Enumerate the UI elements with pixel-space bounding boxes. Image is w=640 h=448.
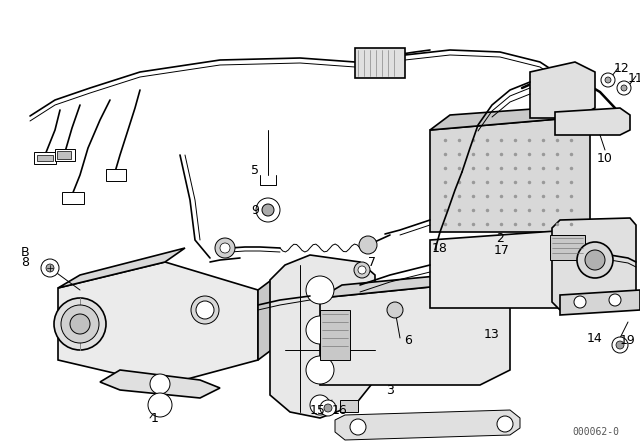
- Circle shape: [612, 337, 628, 353]
- Text: 8: 8: [21, 255, 29, 268]
- Circle shape: [306, 356, 334, 384]
- Polygon shape: [58, 262, 258, 385]
- Circle shape: [617, 81, 631, 95]
- Circle shape: [324, 404, 332, 412]
- Circle shape: [46, 264, 54, 272]
- Text: 12: 12: [614, 61, 630, 74]
- Ellipse shape: [70, 314, 90, 334]
- Circle shape: [220, 243, 230, 253]
- Bar: [106, 169, 126, 181]
- Circle shape: [609, 294, 621, 306]
- Bar: [62, 192, 84, 204]
- Circle shape: [256, 198, 280, 222]
- Circle shape: [358, 266, 366, 274]
- Circle shape: [306, 316, 334, 344]
- Text: 13: 13: [484, 328, 500, 341]
- Text: 5: 5: [251, 164, 259, 177]
- Polygon shape: [552, 218, 636, 310]
- Text: 10: 10: [597, 151, 613, 164]
- Text: 19: 19: [620, 333, 636, 346]
- Ellipse shape: [191, 296, 219, 324]
- Circle shape: [150, 374, 170, 394]
- Text: 1: 1: [151, 412, 159, 425]
- Polygon shape: [100, 370, 220, 398]
- Circle shape: [387, 302, 403, 318]
- Text: 18: 18: [432, 241, 448, 254]
- Text: 7: 7: [368, 255, 376, 268]
- Bar: [320, 310, 350, 360]
- Ellipse shape: [54, 298, 106, 350]
- Circle shape: [310, 395, 330, 415]
- Text: 6: 6: [404, 333, 412, 346]
- Bar: [340, 400, 358, 412]
- Polygon shape: [58, 248, 185, 288]
- Circle shape: [601, 73, 615, 87]
- Polygon shape: [530, 62, 595, 118]
- Bar: [37, 155, 53, 161]
- Polygon shape: [270, 255, 375, 418]
- Polygon shape: [258, 275, 278, 360]
- Polygon shape: [555, 108, 630, 135]
- Text: 11: 11: [628, 72, 640, 85]
- Circle shape: [262, 204, 274, 216]
- Circle shape: [148, 393, 172, 417]
- Polygon shape: [560, 290, 640, 315]
- Polygon shape: [430, 105, 588, 130]
- Circle shape: [215, 238, 235, 258]
- Text: 000062-0: 000062-0: [572, 427, 619, 437]
- Text: 2: 2: [496, 232, 504, 245]
- Circle shape: [354, 262, 370, 278]
- Circle shape: [306, 276, 334, 304]
- Bar: [355, 48, 405, 78]
- Text: 3: 3: [386, 383, 394, 396]
- Circle shape: [497, 416, 513, 432]
- Text: B: B: [20, 246, 29, 258]
- Text: 15: 15: [310, 404, 326, 417]
- Polygon shape: [430, 118, 590, 232]
- Text: 17: 17: [494, 244, 510, 257]
- Bar: [57, 151, 71, 159]
- Polygon shape: [430, 230, 590, 308]
- Polygon shape: [320, 282, 510, 385]
- Circle shape: [574, 296, 586, 308]
- Circle shape: [350, 419, 366, 435]
- Circle shape: [41, 259, 59, 277]
- Polygon shape: [335, 410, 520, 440]
- Bar: [34, 152, 56, 164]
- Bar: [55, 149, 75, 161]
- Circle shape: [605, 77, 611, 83]
- Text: 16: 16: [332, 404, 348, 417]
- Ellipse shape: [196, 301, 214, 319]
- Circle shape: [585, 250, 605, 270]
- Circle shape: [616, 341, 624, 349]
- Circle shape: [621, 85, 627, 91]
- Polygon shape: [320, 270, 500, 298]
- Ellipse shape: [61, 305, 99, 343]
- Bar: [550, 235, 585, 260]
- Text: 9: 9: [251, 203, 259, 216]
- Circle shape: [320, 400, 336, 416]
- Circle shape: [577, 242, 613, 278]
- Circle shape: [359, 236, 377, 254]
- Text: 14: 14: [587, 332, 603, 345]
